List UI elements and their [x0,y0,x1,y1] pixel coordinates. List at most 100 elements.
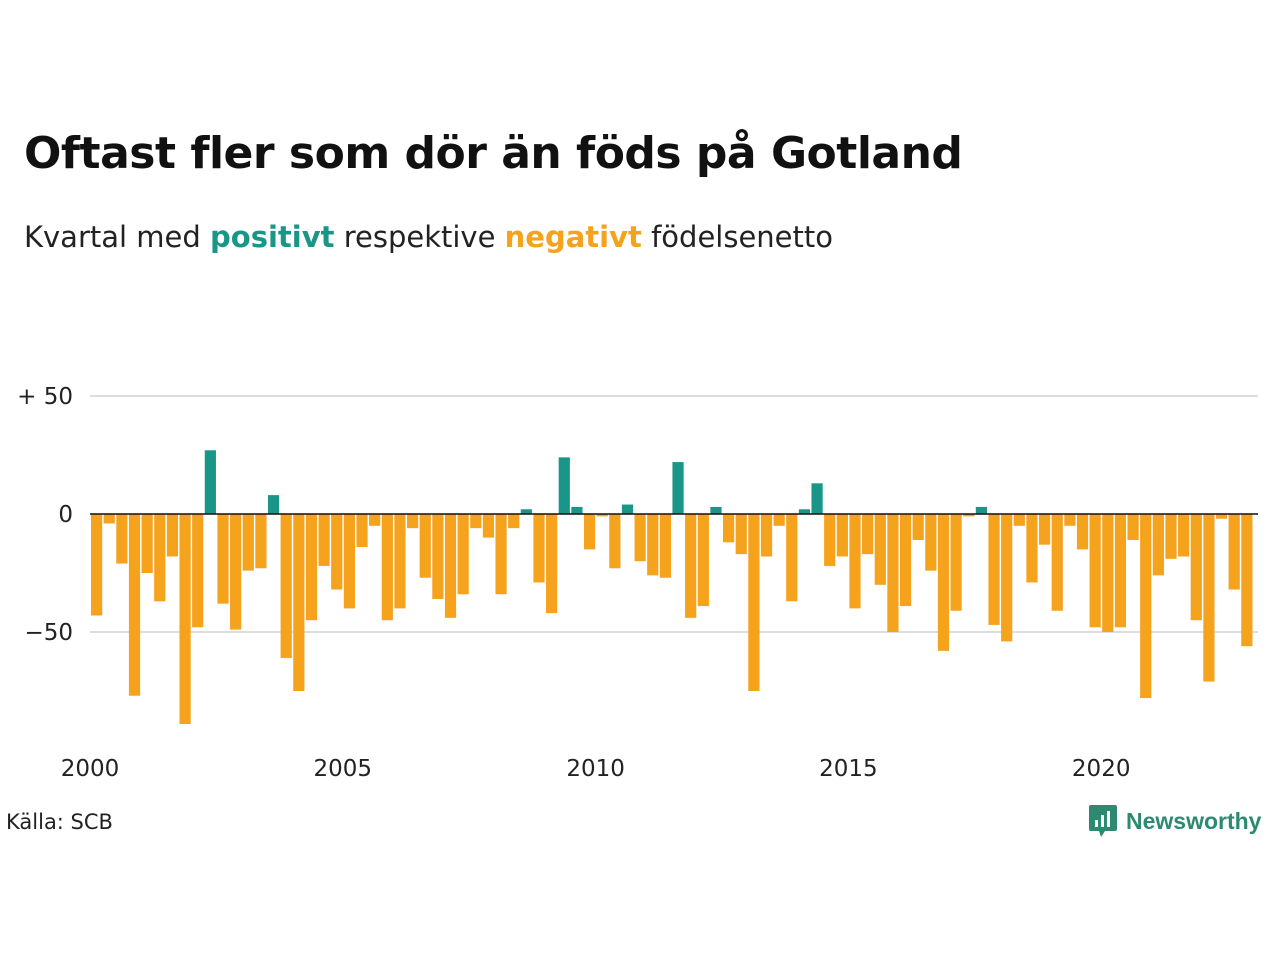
bar [116,514,128,564]
bar [1051,514,1063,611]
bar [533,514,545,583]
chart-subtitle: Kvartal med positivt respektive negativt… [24,220,833,254]
bar [1064,514,1076,526]
bar [988,514,1000,625]
bar [710,506,722,514]
bar [1228,514,1240,590]
bars-layer [91,450,1253,725]
bar [647,514,659,576]
bar [786,514,798,602]
bar [1089,514,1101,628]
tick-label-layer: + 50 0 −50 2000 2005 2010 2015 2020 [17,384,1130,782]
bar-chart-speech-bubble-icon [1089,805,1117,837]
bar [293,514,305,691]
bar [596,514,608,517]
subtitle-negative-word: negativt [504,220,642,254]
bar [520,509,532,514]
bar [773,514,785,526]
bar [1241,514,1253,647]
bar [609,514,621,569]
bar [899,514,912,607]
bar [925,514,937,571]
bar [305,514,318,621]
bar [419,514,431,578]
bar [508,514,520,529]
bar [318,514,330,566]
bar [874,514,886,585]
x-tick-label: 2005 [314,756,373,782]
bar [849,514,861,609]
brand-name: Newsworthy [1126,807,1262,834]
bar [571,506,583,514]
bar [141,514,153,573]
bar [192,514,204,628]
bar [217,514,229,604]
bar [495,514,507,595]
bar [91,514,103,616]
bar [811,483,823,514]
y-tick-label: + 50 [17,384,73,410]
bar [1039,514,1051,545]
newsworthy-logo: Newsworthy [1088,803,1261,839]
bar [583,514,596,550]
bar [723,514,735,543]
subtitle-prefix: Kvartal med [24,220,211,254]
bar [1026,514,1038,583]
bar [1203,514,1215,682]
bar [963,514,975,517]
source-note: Källa: SCB [6,810,113,834]
bar [381,514,393,621]
bar [937,514,950,651]
bar [154,514,166,602]
bar [230,514,242,630]
bar [394,514,406,609]
bar [1215,514,1228,519]
y-tick-label: 0 [58,502,73,528]
bar [912,514,924,540]
bar [204,450,216,514]
subtitle-positive-word: positivt [210,220,335,254]
x-tick-label: 2015 [819,756,878,782]
bar [862,514,874,555]
bar [735,514,747,555]
x-tick-label: 2000 [61,756,120,782]
bar [369,514,381,526]
bar [748,514,760,691]
bar [1140,514,1152,699]
x-tick-label: 2020 [1072,756,1131,782]
bar [1165,514,1177,559]
bar [1127,514,1139,540]
bar [166,514,179,557]
bar [457,514,469,595]
bar [1001,514,1013,642]
bar [975,506,987,514]
bar [950,514,962,611]
bar [798,509,811,514]
bar [621,504,634,514]
bar [1076,514,1089,550]
subtitle-suffix: födelsenetto [641,220,833,254]
bar [407,514,419,529]
bar [836,514,848,557]
bar [1102,514,1114,632]
bar [1190,514,1202,621]
bar [1114,514,1127,628]
bar [128,514,141,696]
bar-chart: + 50 0 −50 2000 2005 2010 2015 2020 [17,384,1258,782]
bar [546,514,558,614]
bar [444,514,457,618]
bar [343,514,355,609]
y-tick-label: −50 [24,620,73,646]
bar [824,514,836,566]
bar [470,514,482,529]
bar [1152,514,1164,576]
bar [558,457,570,514]
bar [659,514,671,578]
bar [356,514,368,548]
bar [103,514,115,524]
bar [331,514,343,590]
bar [267,495,280,514]
bar [1178,514,1190,557]
bar [280,514,292,658]
subtitle-middle: respektive [334,220,505,254]
